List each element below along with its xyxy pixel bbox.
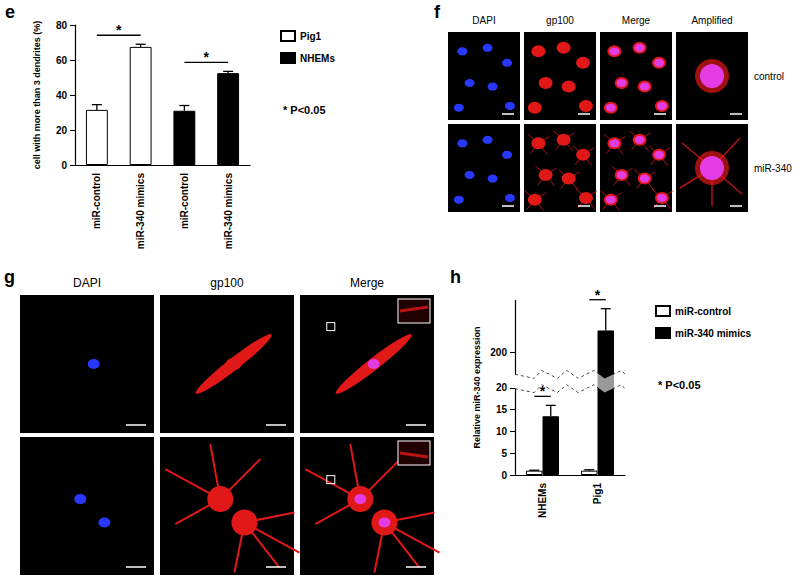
svg-text:20: 20 [56,125,68,136]
svg-text:Amplified: Amplified [691,15,732,26]
html-text:h: h [450,267,461,287]
svg-text:5: 5 [501,448,507,459]
svg-text:40: 40 [56,90,68,101]
svg-text:g: g [4,267,15,287]
svg-text:gp100: gp100 [210,276,244,290]
svg-text:80: 80 [56,20,68,31]
svg-text:f: f [434,2,441,22]
svg-text:Merge: Merge [350,276,384,290]
svg-text:miR-control: miR-control [91,173,102,229]
svg-text:15: 15 [496,404,508,415]
svg-text:miR-control: miR-control [179,173,190,229]
svg-text:200: 200 [490,347,507,358]
svg-text:* P<0.05: * P<0.05 [283,104,326,116]
svg-text:0: 0 [501,470,507,481]
svg-text:NHEMs: NHEMs [300,53,335,64]
html-text:e: e [5,2,15,22]
svg-text:gp100: gp100 [546,15,574,26]
svg-text:10: 10 [496,426,508,437]
svg-text:miR-340 mimics: miR-340 mimics [223,173,234,250]
svg-text:miR-340 mimics: miR-340 mimics [675,328,752,339]
svg-text:DAPI: DAPI [472,15,495,26]
svg-text:* P<0.05: * P<0.05 [658,379,701,391]
svg-text:NHEMs: NHEMs [537,483,548,518]
svg-text:Merge: Merge [622,15,651,26]
svg-text:60: 60 [56,55,68,66]
svg-text:Pig1: Pig1 [592,483,603,505]
svg-text:miR-control: miR-control [675,306,731,317]
svg-text:cell with more than 3 dendrite: cell with more than 3 dendrites (%) [32,21,42,170]
svg-text:*: * [595,287,601,303]
svg-text:DAPI: DAPI [73,276,101,290]
svg-text:*: * [116,22,122,38]
svg-text:*: * [204,49,210,65]
svg-text:0: 0 [61,160,67,171]
svg-text:control: control [754,71,784,82]
svg-text:20: 20 [496,382,508,393]
svg-text:Pig1: Pig1 [300,31,322,42]
svg-text:miR-340 mimics: miR-340 mimics [135,173,146,250]
svg-text:Relative miR-340 expression: Relative miR-340 expression [472,326,482,448]
svg-text:miR-340: miR-340 [754,163,792,174]
